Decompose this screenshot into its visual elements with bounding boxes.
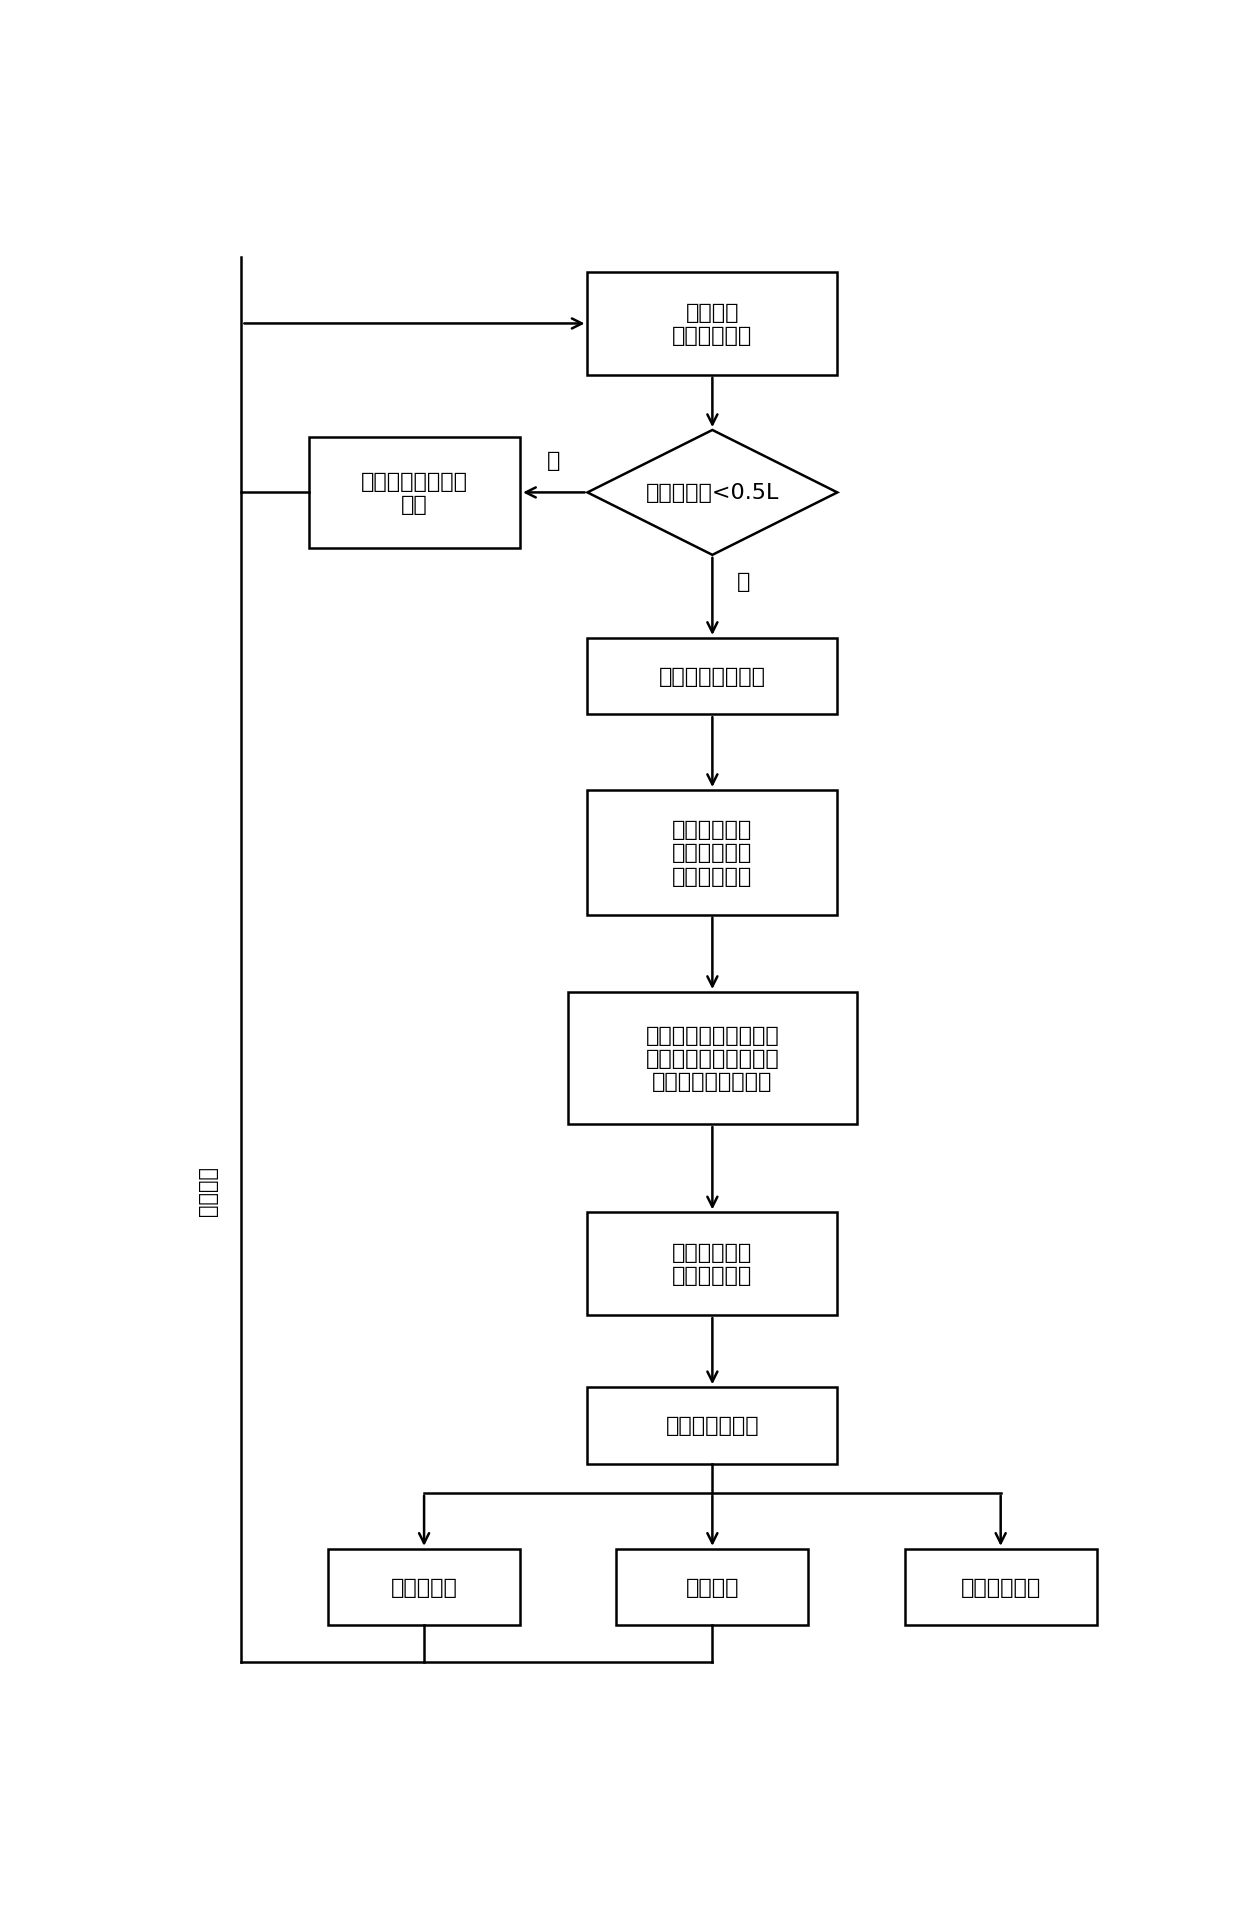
FancyBboxPatch shape [616,1548,808,1625]
Text: 优先通行权: 优先通行权 [391,1577,458,1596]
Text: 无优先通行权: 无优先通行权 [961,1577,1040,1596]
Polygon shape [588,431,837,555]
Text: 交叉口群范围划定: 交叉口群范围划定 [658,667,766,687]
FancyBboxPatch shape [588,639,837,715]
Text: 路网信息
交通流量信息: 路网信息 交通流量信息 [672,303,753,345]
Text: 与匝道距离<0.5L: 与匝道距离<0.5L [646,482,779,503]
FancyBboxPatch shape [588,273,837,376]
FancyBboxPatch shape [588,791,837,915]
FancyBboxPatch shape [327,1548,521,1625]
Text: 选取聚类指标：流量时
间序列相似度、交叉口
与匝道的距离、流量: 选取聚类指标：流量时 间序列相似度、交叉口 与匝道的距离、流量 [646,1026,779,1091]
Text: 交叉口不在研究范
围内: 交叉口不在研究范 围内 [361,471,467,515]
FancyBboxPatch shape [588,1213,837,1316]
Text: 条件优先: 条件优先 [686,1577,739,1596]
Text: 动态控制: 动态控制 [198,1165,218,1215]
FancyBboxPatch shape [309,439,521,547]
FancyBboxPatch shape [568,992,857,1125]
Text: 否: 否 [547,450,560,471]
Text: 不同的控制策略: 不同的控制策略 [666,1415,759,1436]
FancyBboxPatch shape [905,1548,1096,1625]
Text: 交叉口入口道
路径聚类分析: 交叉口入口道 路径聚类分析 [672,1243,753,1285]
Text: 计算各交叉口
与匝道流量时
间序列相似度: 计算各交叉口 与匝道流量时 间序列相似度 [672,820,753,887]
Text: 是: 是 [737,572,750,591]
FancyBboxPatch shape [588,1388,837,1465]
